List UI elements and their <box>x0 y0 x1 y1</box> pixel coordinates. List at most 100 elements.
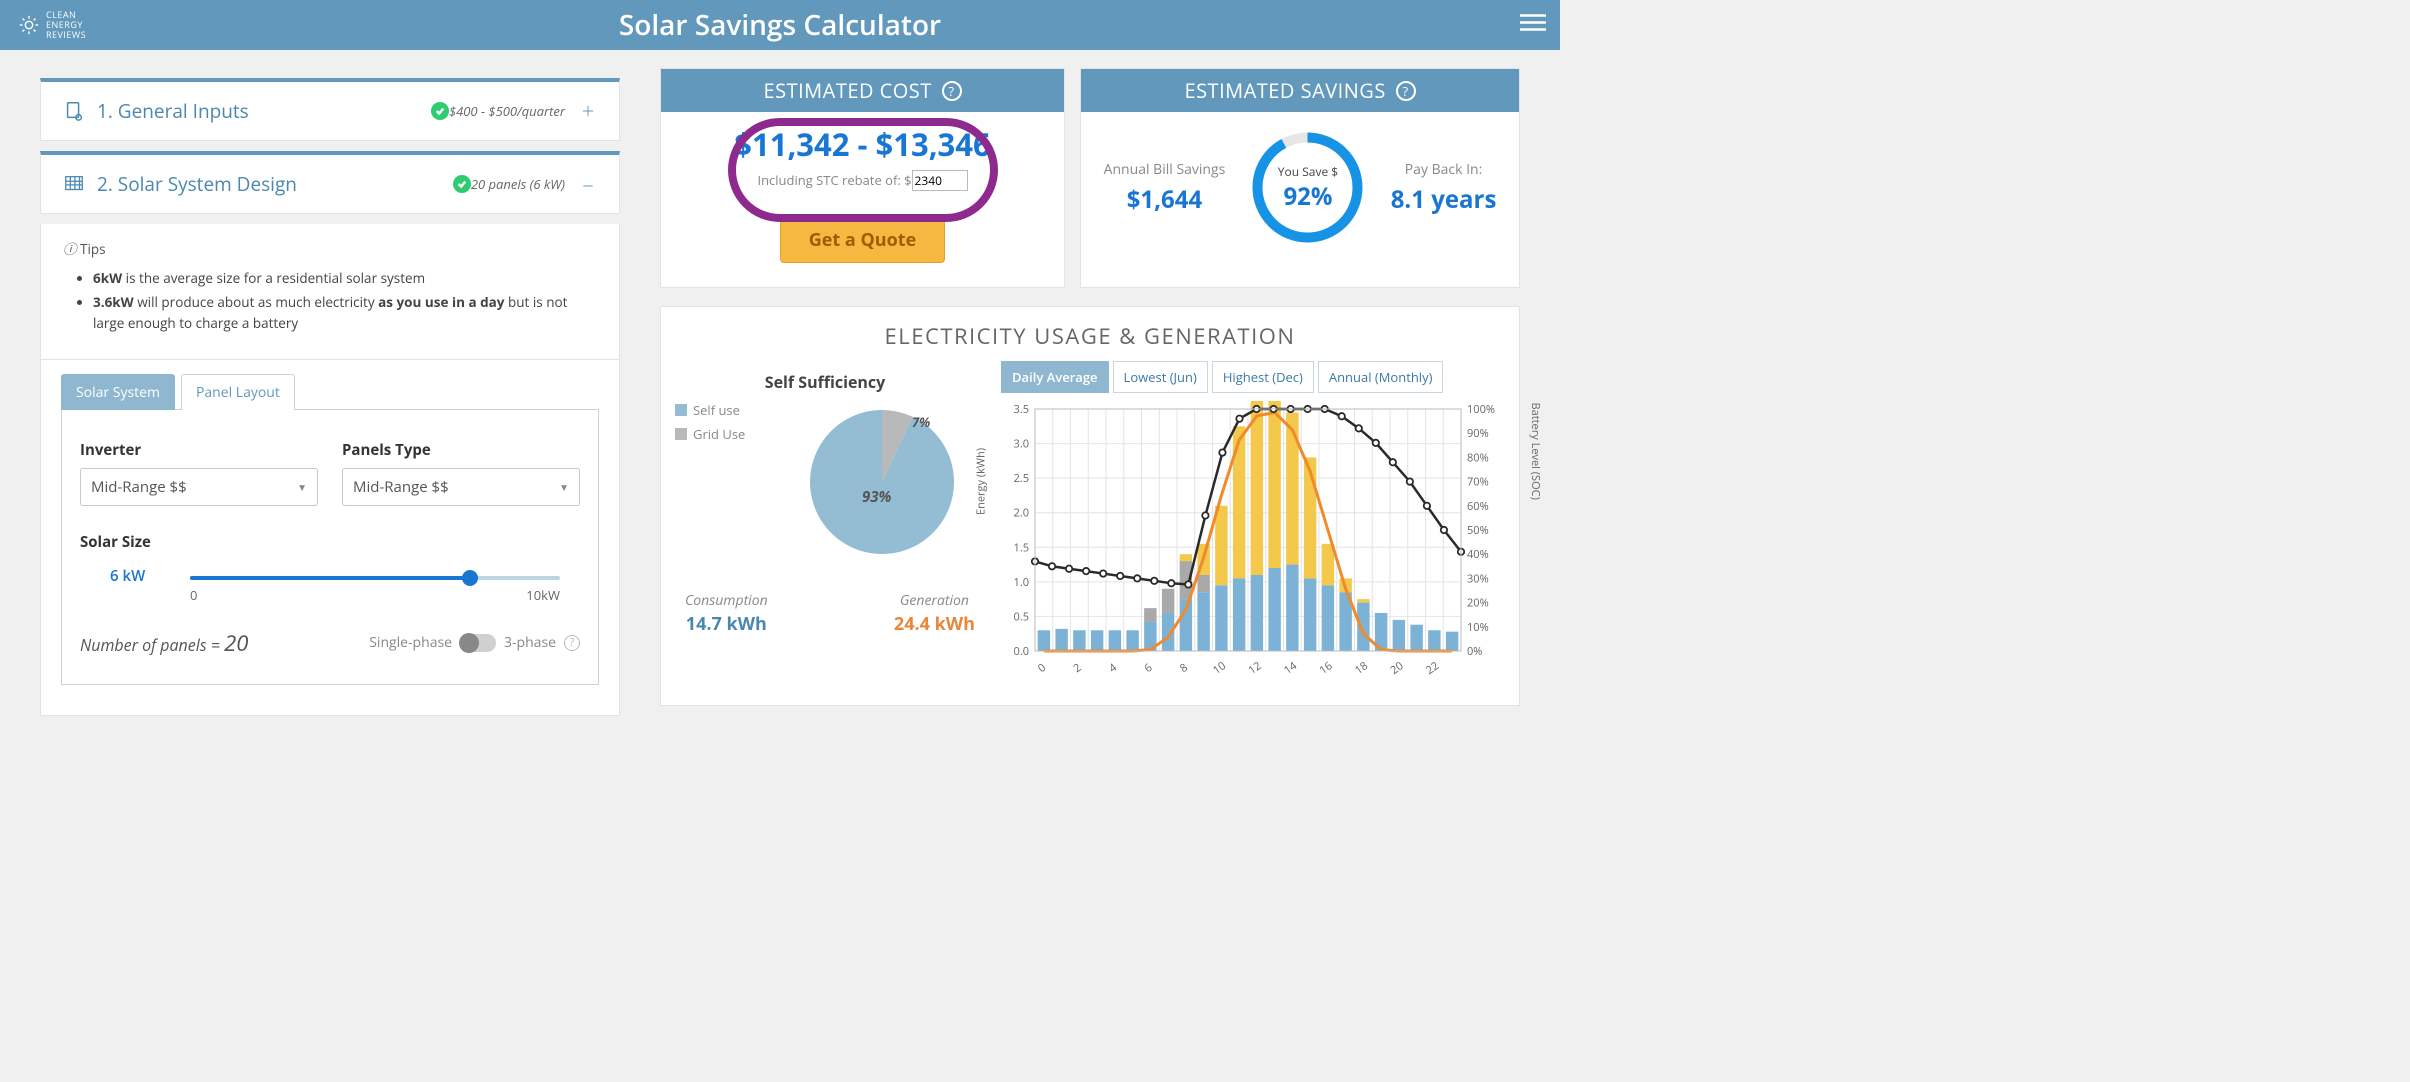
consumption-readout: Consumption14.7 kWh <box>685 591 768 636</box>
panels-type-label: Panels Type <box>342 440 580 460</box>
inverter-label: Inverter <box>80 440 318 460</box>
svg-text:6: 6 <box>1141 660 1155 676</box>
expand-icon[interactable]: + <box>579 96 597 126</box>
svg-text:80%: 80% <box>1467 450 1489 465</box>
savings-header: ESTIMATED SAVINGS ? <box>1081 69 1519 112</box>
num-panels-readout: Number of panels = 20 <box>80 628 248 658</box>
tips-panel: ⓘ Tips 6kW is the average size for a res… <box>40 224 620 360</box>
accordion-label: 1. General Inputs <box>97 98 423 124</box>
tips-heading: ⓘ Tips <box>63 238 597 258</box>
tab-solar-system[interactable]: Solar System <box>61 374 175 410</box>
annual-savings: Annual Bill Savings $1,644 <box>1104 160 1226 216</box>
svg-text:70%: 70% <box>1467 475 1489 490</box>
svg-text:10: 10 <box>1210 658 1229 678</box>
tab-panel-layout[interactable]: Panel Layout <box>181 374 295 410</box>
svg-text:2.5: 2.5 <box>1014 471 1029 486</box>
phase-three-label: 3-phase <box>504 633 556 652</box>
svg-text:10%: 10% <box>1467 620 1489 635</box>
slider-value: 6 kW <box>110 566 145 586</box>
usage-title: ELECTRICITY USAGE & GENERATION <box>679 321 1501 351</box>
help-icon[interactable]: ? <box>942 81 962 101</box>
svg-text:2.0: 2.0 <box>1014 506 1029 521</box>
solar-design-panel: Solar System Panel Layout Inverter Mid-R… <box>40 360 620 716</box>
left-panel: 1. General Inputs $400 - $500/quarter + … <box>40 78 620 716</box>
svg-text:20%: 20% <box>1467 596 1489 611</box>
accordion-summary: $400 - $500/quarter <box>449 102 565 120</box>
panels-type-select[interactable]: Mid-Range $$▼ <box>342 468 580 506</box>
svg-text:90%: 90% <box>1467 426 1489 441</box>
help-icon[interactable]: ? <box>564 635 580 651</box>
rebate-row: Including STC rebate of: $ <box>661 170 1064 191</box>
help-icon[interactable]: ? <box>1396 81 1416 101</box>
tip-item: 6kW is the average size for a residentia… <box>93 268 597 288</box>
svg-text:20: 20 <box>1387 658 1406 678</box>
svg-text:14: 14 <box>1281 658 1300 678</box>
svg-text:0.0: 0.0 <box>1014 644 1029 659</box>
self-sufficiency-pie: 93% 7% <box>805 405 960 560</box>
generation-readout: Generation24.4 kWh <box>894 591 975 636</box>
svg-text:100%: 100% <box>1467 402 1495 417</box>
hamburger-menu[interactable] <box>1520 13 1546 38</box>
slider-thumb[interactable] <box>462 570 478 586</box>
savings-donut: You Save $92% <box>1250 130 1365 245</box>
svg-text:3.5: 3.5 <box>1014 402 1029 417</box>
chart-tab[interactable]: Daily Average <box>1001 361 1109 393</box>
inverter-select[interactable]: Mid-Range $$▼ <box>80 468 318 506</box>
solar-size-slider[interactable]: 6 kW 0 10kW <box>80 568 580 602</box>
svg-text:22: 22 <box>1423 658 1442 678</box>
panel-grid-icon <box>63 173 85 195</box>
svg-text:50%: 50% <box>1467 523 1489 538</box>
usage-generation-panel: ELECTRICITY USAGE & GENERATION Self Suff… <box>660 306 1520 706</box>
rebate-input[interactable] <box>912 170 968 191</box>
accordion-solar-design[interactable]: 2. Solar System Design 20 panels (6 kW) … <box>40 151 620 214</box>
y-axis-label: Energy (kWh) <box>974 448 989 515</box>
chart-tab[interactable]: Highest (Dec) <box>1212 361 1314 393</box>
svg-text:16: 16 <box>1316 658 1335 678</box>
chevron-down-icon: ▼ <box>559 480 569 494</box>
svg-text:60%: 60% <box>1467 499 1489 514</box>
svg-text:3.0: 3.0 <box>1014 437 1029 452</box>
cost-header: ESTIMATED COST ? <box>661 69 1064 112</box>
svg-text:1.5: 1.5 <box>1014 540 1029 555</box>
energy-chart-svg: 0.00.51.01.52.02.53.03.50%10%20%30%40%50… <box>1001 401 1507 681</box>
chart-tab[interactable]: Lowest (Jun) <box>1113 361 1208 393</box>
svg-text:12: 12 <box>1245 658 1264 678</box>
slider-min: 0 <box>190 586 197 604</box>
svg-text:0: 0 <box>1035 660 1049 676</box>
check-badge <box>453 175 471 193</box>
svg-text:40%: 40% <box>1467 547 1489 562</box>
chevron-down-icon: ▼ <box>297 480 307 494</box>
svg-text:0.5: 0.5 <box>1014 609 1029 624</box>
accordion-summary: 20 panels (6 kW) <box>471 175 565 193</box>
brand-line3: REVIEWS <box>46 28 86 41</box>
payback: Pay Back In: 8.1 years <box>1391 160 1497 216</box>
pie-title: Self Sufficiency <box>675 371 975 393</box>
estimated-cost-card: ESTIMATED COST ? $11,342 - $13,346 Inclu… <box>660 68 1065 288</box>
y2-axis-label: Battery Level (SOC) <box>1528 402 1543 499</box>
accordion-general-inputs[interactable]: 1. General Inputs $400 - $500/quarter + <box>40 78 620 141</box>
get-quote-button[interactable]: Get a Quote <box>780 217 945 263</box>
collapse-icon[interactable]: – <box>579 169 597 199</box>
svg-text:2: 2 <box>1070 660 1084 676</box>
estimated-savings-card: ESTIMATED SAVINGS ? Annual Bill Savings … <box>1080 68 1520 288</box>
cost-range: $11,342 - $13,346 <box>661 124 1064 166</box>
document-icon <box>63 100 85 122</box>
page-title: Solar Savings Calculator <box>619 6 941 44</box>
phase-toggle[interactable] <box>460 634 496 652</box>
brand-logo[interactable]: CLEANENERGYREVIEWS <box>18 10 86 40</box>
daily-chart: Daily AverageLowest (Jun)Highest (Dec)An… <box>1001 361 1507 681</box>
accordion-label: 2. Solar System Design <box>97 171 445 197</box>
svg-text:18: 18 <box>1352 658 1371 678</box>
chart-tab[interactable]: Annual (Monthly) <box>1318 361 1444 393</box>
phase-single-label: Single-phase <box>369 633 452 652</box>
top-bar: CLEANENERGYREVIEWS Solar Savings Calcula… <box>0 0 1560 50</box>
tip-item: 3.6kW will produce about as much electri… <box>93 292 597 333</box>
sun-icon <box>18 14 40 36</box>
menu-icon <box>1520 13 1546 33</box>
svg-text:7%: 7% <box>912 413 930 431</box>
svg-text:93%: 93% <box>862 487 892 507</box>
svg-text:4: 4 <box>1106 660 1120 676</box>
solar-size-label: Solar Size <box>80 532 580 552</box>
svg-text:1.0: 1.0 <box>1014 575 1029 590</box>
check-badge <box>431 102 449 120</box>
